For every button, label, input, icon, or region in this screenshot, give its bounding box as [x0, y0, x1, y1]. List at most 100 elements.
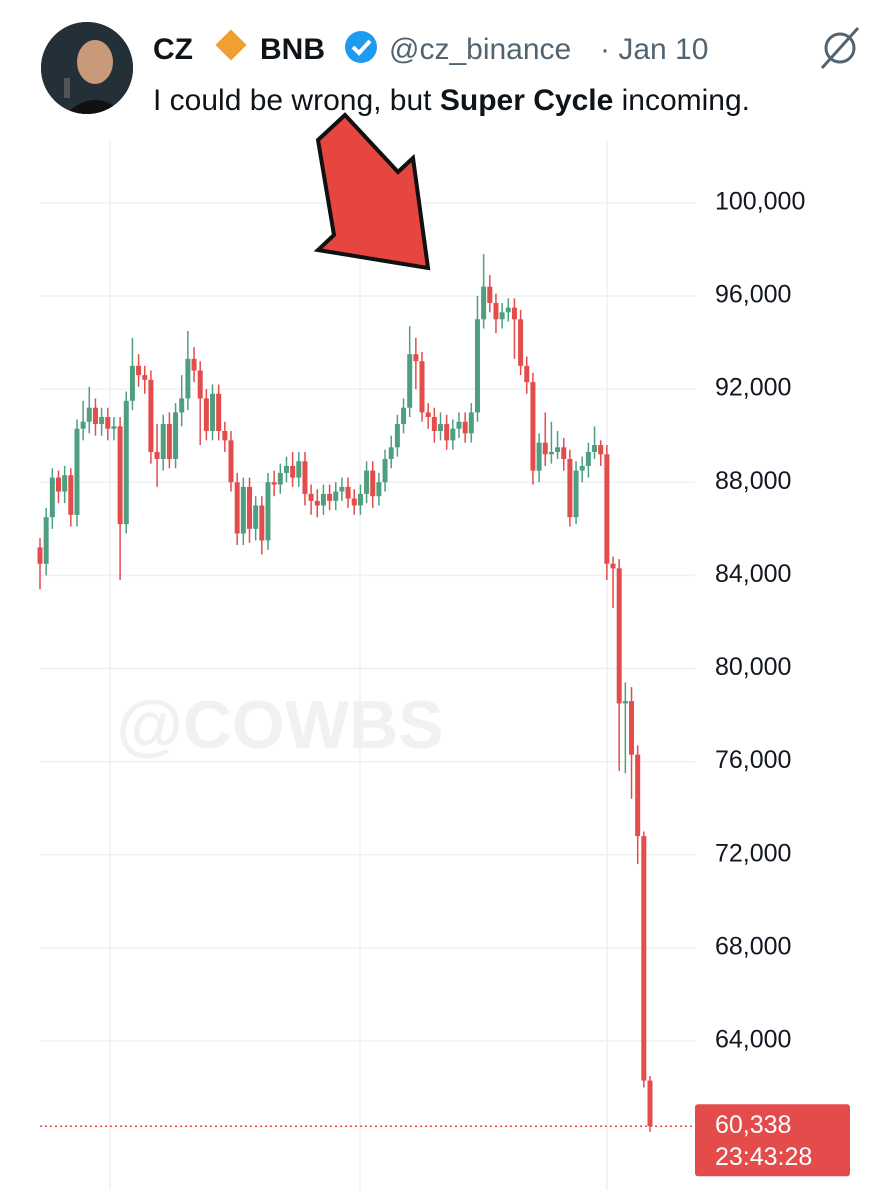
- candle-body: [74, 428, 80, 515]
- candle-body: [111, 426, 117, 429]
- y-tick-label: 72,000: [715, 839, 791, 867]
- candle-body: [394, 424, 400, 448]
- candle-body: [462, 421, 468, 434]
- candle-body: [419, 361, 425, 413]
- candle-body: [160, 424, 166, 459]
- candle-body: [123, 400, 129, 525]
- candle-body: [136, 365, 142, 376]
- candle-body: [222, 431, 228, 441]
- candle-body: [450, 428, 456, 441]
- candle-body: [536, 442, 542, 471]
- candle-body: [185, 358, 191, 399]
- candle-body: [635, 754, 641, 837]
- candle-body: [191, 358, 197, 371]
- candle-body: [438, 424, 444, 432]
- candle-body: [203, 398, 209, 432]
- y-tick-label: 92,000: [715, 374, 791, 402]
- candle-body: [290, 465, 296, 478]
- candle-body: [92, 407, 98, 425]
- candle-body: [524, 365, 530, 383]
- candle-body: [610, 563, 616, 569]
- candle-body: [351, 498, 357, 506]
- candle-body: [481, 286, 487, 320]
- candle-body: [444, 424, 450, 441]
- handle[interactable]: @cz_binance: [389, 33, 571, 66]
- candle-body: [511, 307, 517, 320]
- price-badge: [695, 1104, 850, 1177]
- candle-body: [382, 458, 388, 483]
- author-name[interactable]: CZ: [153, 33, 193, 66]
- candle-body: [117, 426, 123, 525]
- candle-body: [320, 493, 326, 506]
- candle-body: [456, 421, 462, 429]
- candle-body: [530, 382, 536, 471]
- candle-body: [555, 447, 561, 452]
- candle-body: [357, 493, 363, 506]
- y-tick-label: 64,000: [715, 1026, 791, 1054]
- candle-body: [166, 424, 172, 459]
- countdown-label: 23:43:28: [715, 1143, 812, 1171]
- candle-body: [240, 486, 246, 534]
- candle-body: [302, 461, 308, 494]
- candle-body: [129, 365, 135, 401]
- candle-body: [388, 447, 394, 459]
- y-tick-label: 96,000: [715, 281, 791, 309]
- candle-body: [567, 458, 573, 518]
- candle-body: [339, 486, 345, 492]
- candle-body: [259, 505, 265, 541]
- watermark: @COWBS: [117, 687, 444, 763]
- arrow: [313, 112, 431, 271]
- candle-body: [622, 701, 628, 704]
- candle-body: [370, 470, 376, 497]
- candle-body: [216, 393, 222, 432]
- candle-body: [308, 493, 314, 501]
- candle-body: [228, 440, 234, 483]
- candle-body: [210, 393, 216, 432]
- date[interactable]: · Jan 10: [600, 33, 708, 66]
- candle-body: [592, 444, 598, 452]
- candle-body: [37, 547, 43, 564]
- y-tick-label: 68,000: [715, 932, 791, 960]
- candle-body: [154, 451, 160, 459]
- candle-body: [43, 517, 49, 564]
- grok-icon[interactable]: [820, 26, 860, 70]
- candle-body: [585, 451, 591, 466]
- text-bold: Super Cycle: [440, 84, 613, 117]
- candle-body: [148, 379, 154, 452]
- candle-body: [629, 701, 635, 755]
- candle-body: [277, 472, 283, 485]
- candle-body: [598, 444, 604, 455]
- candle-body: [246, 486, 252, 529]
- verified-badge: [345, 31, 377, 63]
- candle-body: [234, 482, 240, 534]
- tweet-text: I could be wrong, but Super Cycle incomi…: [153, 84, 750, 117]
- candle-body: [283, 465, 289, 473]
- candle-body: [413, 354, 419, 362]
- candle-body: [105, 417, 111, 429]
- avatar[interactable]: [40, 20, 135, 120]
- candle-body: [407, 354, 413, 408]
- chart: @COWBS 64,000 68,000 72,000 76,000 80,000 84,…: [37, 140, 850, 1190]
- y-tick-label: 80,000: [715, 653, 791, 681]
- candle-body: [573, 470, 579, 518]
- candle-body: [518, 319, 524, 366]
- candle-body: [431, 417, 437, 432]
- candle-body: [487, 286, 493, 303]
- candle-body: [542, 442, 548, 455]
- candle-body: [99, 417, 105, 425]
- candle-body: [604, 454, 610, 564]
- candle-body: [401, 407, 407, 425]
- candle-body: [80, 421, 86, 429]
- affiliation[interactable]: BNB: [260, 33, 325, 66]
- candle-body: [49, 477, 55, 518]
- candle-body: [548, 451, 554, 455]
- candle-body: [474, 319, 480, 413]
- candle-body: [561, 447, 567, 459]
- candle-body: [493, 302, 499, 320]
- candle-body: [62, 475, 68, 492]
- candle-body: [179, 398, 185, 413]
- text-part: incoming.: [613, 84, 750, 117]
- candle-body: [173, 412, 179, 459]
- candle-body: [579, 465, 585, 471]
- candle-body: [86, 407, 92, 422]
